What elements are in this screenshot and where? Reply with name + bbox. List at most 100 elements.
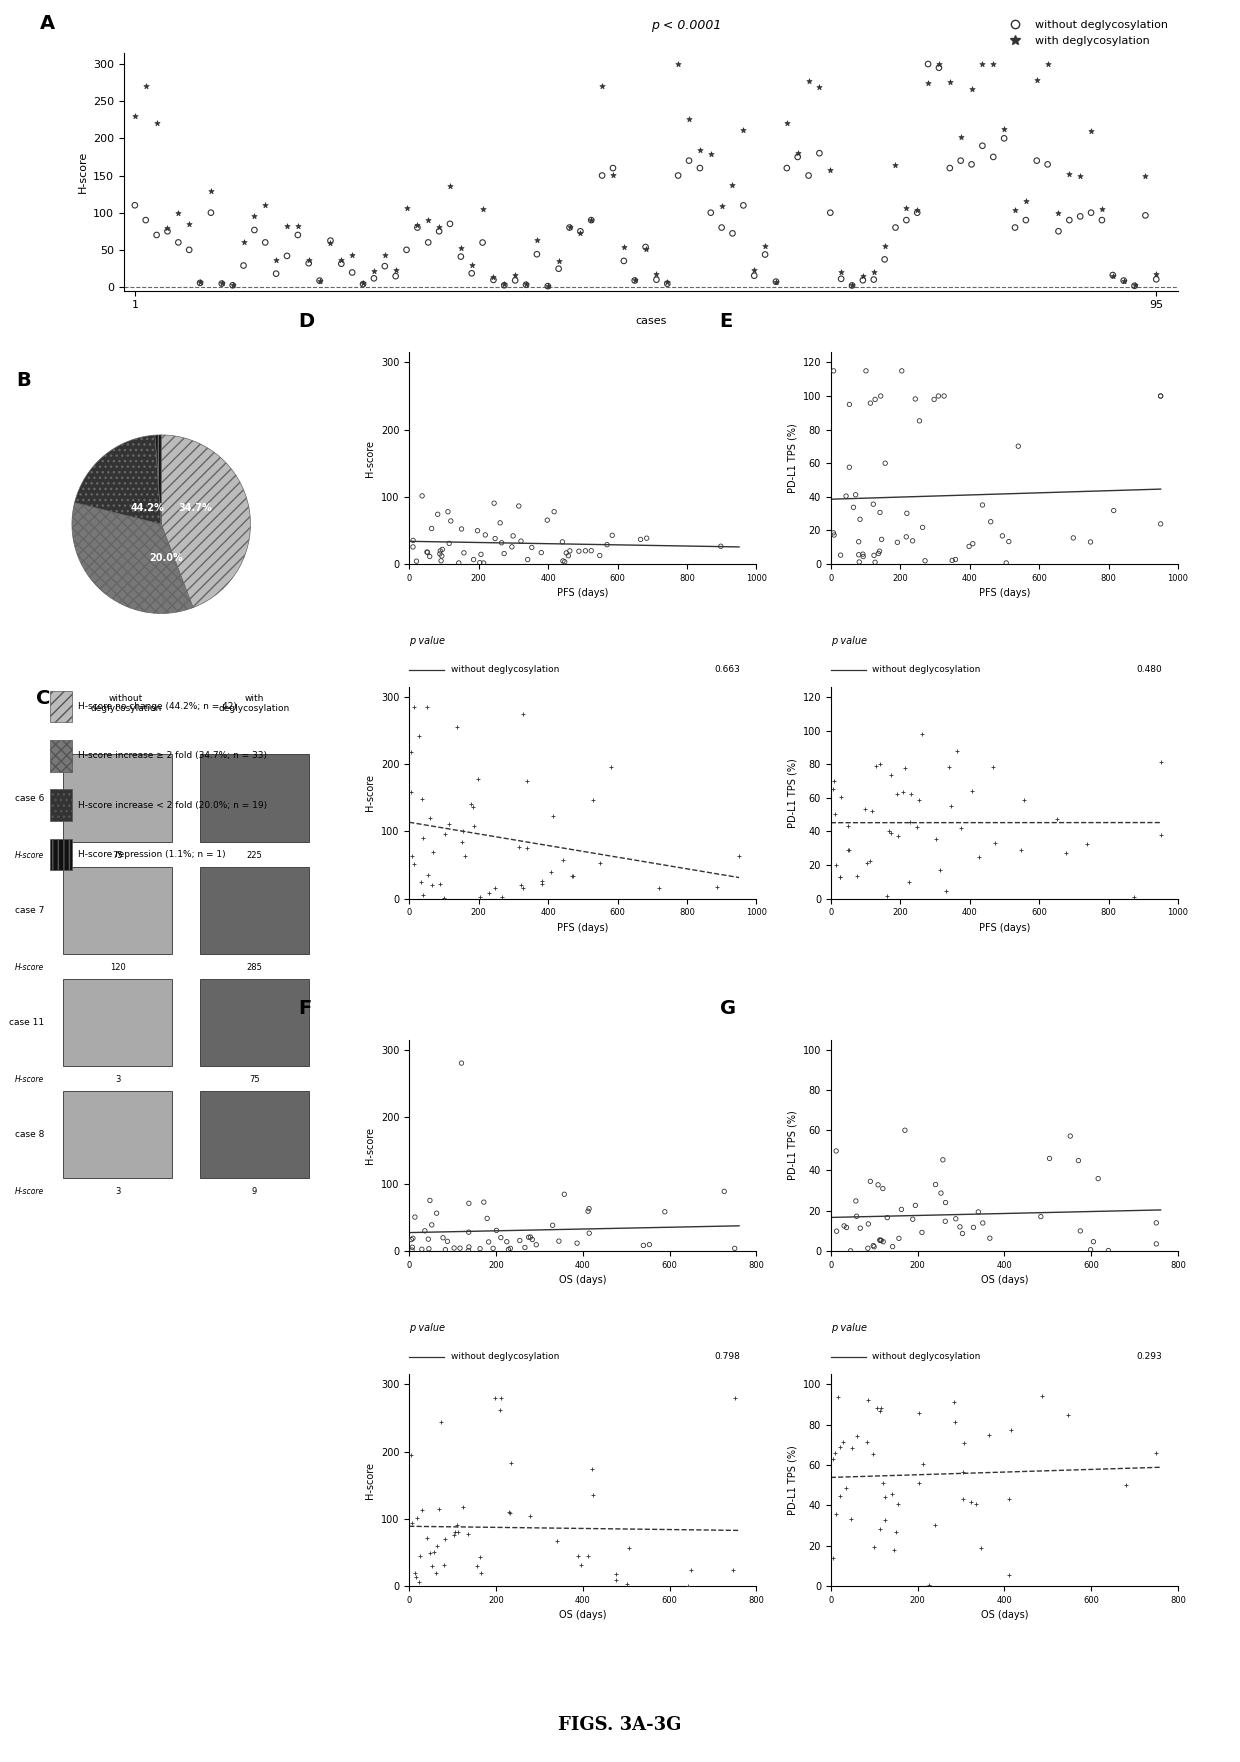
Y-axis label: H-score: H-score (366, 440, 376, 476)
Point (873, 1175, 893, 1203)
Point (520, 1503, 539, 1531)
Point (190, 268, 210, 296)
Point (861, 1166, 880, 1195)
Point (625, 266, 645, 294)
Text: G: G (719, 999, 735, 1018)
Point (432, 546, 451, 574)
Point (1027, 65, 1047, 93)
Point (544, 497, 564, 525)
Point (908, 812, 928, 840)
Point (472, 194, 492, 222)
Point (401, 779, 420, 807)
Point (634, 1232, 653, 1260)
Point (522, 534, 542, 562)
Point (733, 116, 753, 144)
Point (657, 270, 677, 298)
Point (1114, 266, 1133, 294)
Point (433, 536, 453, 564)
Point (512, 700, 532, 728)
Point (453, 828, 472, 856)
Point (1059, 160, 1079, 189)
Point (913, 721, 932, 749)
Point (1001, 1417, 1021, 1445)
Point (980, 1225, 999, 1253)
Point (557, 539, 577, 567)
Text: without deglycosylation: without deglycosylation (451, 664, 559, 675)
Point (766, 268, 786, 296)
Point (553, 846, 573, 874)
Point (516, 270, 536, 298)
Point (1146, 1440, 1166, 1468)
Point (649, 874, 668, 902)
Point (945, 1388, 965, 1417)
Text: 0.005: 0.005 (1136, 1380, 1162, 1388)
Point (467, 1552, 487, 1581)
Point (244, 217, 264, 245)
Point (924, 386, 944, 414)
Point (1099, 1237, 1118, 1265)
Point (837, 1473, 857, 1501)
Point (930, 856, 950, 885)
Text: H-score: H-score (15, 851, 45, 860)
Point (897, 499, 916, 527)
Point (843, 493, 863, 522)
Point (495, 270, 515, 298)
Point (724, 1233, 744, 1262)
Point (889, 1225, 909, 1253)
Point (1006, 196, 1025, 224)
Point (952, 1219, 972, 1247)
Point (787, 139, 807, 167)
Point (459, 1218, 479, 1246)
Point (853, 261, 873, 289)
Point (439, 529, 459, 557)
Point (510, 833, 529, 862)
X-axis label: cases: cases (635, 315, 667, 326)
Point (983, 143, 1003, 171)
Point (766, 268, 786, 296)
Point (180, 210, 200, 238)
Point (870, 1394, 890, 1422)
FancyBboxPatch shape (200, 754, 309, 842)
Point (419, 803, 439, 832)
Point (353, 270, 373, 298)
Point (823, 1544, 843, 1572)
Point (407, 1505, 427, 1533)
Point (223, 271, 243, 300)
Point (288, 220, 308, 248)
Point (446, 1510, 466, 1538)
Point (446, 714, 466, 742)
Point (878, 1203, 898, 1232)
X-axis label: PFS (days): PFS (days) (557, 923, 609, 932)
Point (440, 173, 460, 201)
Point (838, 812, 858, 840)
Point (429, 1494, 449, 1522)
Point (867, 1394, 887, 1422)
Point (962, 777, 982, 805)
Point (402, 1235, 422, 1263)
Point (598, 530, 618, 559)
Text: case 11: case 11 (9, 1018, 45, 1027)
Point (255, 229, 275, 257)
Point (583, 786, 603, 814)
Point (931, 1179, 951, 1207)
Point (880, 819, 900, 848)
Point (908, 199, 928, 227)
Point (477, 1203, 497, 1232)
Point (470, 883, 490, 911)
Point (136, 206, 156, 234)
Point (905, 1191, 925, 1219)
FancyBboxPatch shape (200, 867, 309, 953)
Point (869, 1515, 889, 1544)
Text: H-score increase ≥ 2 fold (34.7%; n = 33): H-score increase ≥ 2 fold (34.7%; n = 33… (78, 751, 267, 761)
Point (755, 240, 775, 268)
Point (849, 541, 869, 569)
Point (342, 259, 362, 287)
Point (434, 1551, 454, 1579)
Point (885, 152, 905, 180)
Point (1078, 830, 1097, 858)
Point (799, 162, 818, 190)
Text: 0.013: 0.013 (1136, 692, 1162, 701)
Point (1092, 196, 1112, 224)
Text: case 8: case 8 (15, 1129, 45, 1140)
Text: F: F (298, 999, 311, 1018)
